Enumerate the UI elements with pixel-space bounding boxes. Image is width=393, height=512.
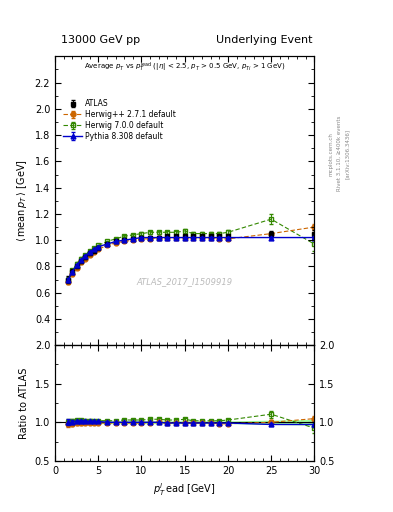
- Y-axis label: $\langle\,$mean$\,p_T\,\rangle$ [GeV]: $\langle\,$mean$\,p_T\,\rangle$ [GeV]: [15, 159, 29, 242]
- Text: 13000 GeV pp: 13000 GeV pp: [61, 34, 140, 45]
- Text: [arXiv:1306.3436]: [arXiv:1306.3436]: [345, 129, 350, 179]
- Legend: ATLAS, Herwig++ 2.7.1 default, Herwig 7.0.0 default, Pythia 8.308 default: ATLAS, Herwig++ 2.7.1 default, Herwig 7.…: [61, 98, 178, 142]
- Y-axis label: Ratio to ATLAS: Ratio to ATLAS: [19, 367, 29, 439]
- Text: Underlying Event: Underlying Event: [216, 34, 312, 45]
- Text: Rivet 3.1.10, ≥400k events: Rivet 3.1.10, ≥400k events: [337, 116, 342, 191]
- Text: ATLAS_2017_I1509919: ATLAS_2017_I1509919: [137, 277, 233, 286]
- Text: mcplots.cern.ch: mcplots.cern.ch: [328, 132, 333, 176]
- X-axis label: $p_T^l\,$ead [GeV]: $p_T^l\,$ead [GeV]: [153, 481, 216, 498]
- Text: Average $p_T$ vs $p_T^{\rm lead}$ ($|\eta|$ < 2.5, $p_T$ > 0.5 GeV, $p_{Ti}$ > 1: Average $p_T$ vs $p_T^{\rm lead}$ ($|\et…: [84, 60, 286, 74]
